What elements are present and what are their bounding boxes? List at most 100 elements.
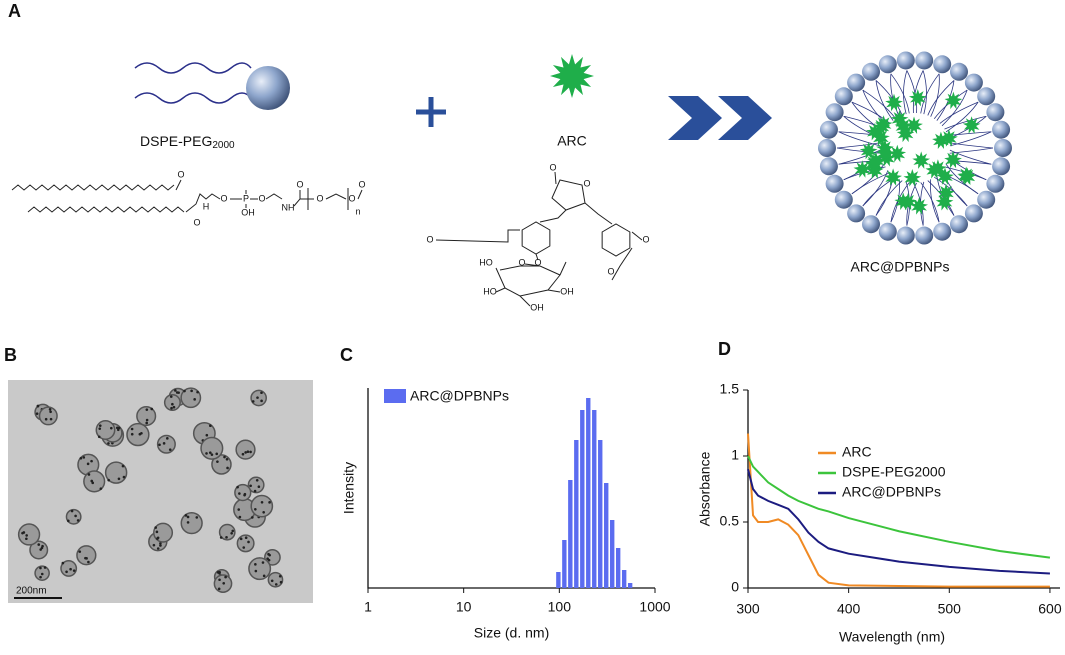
particle-dot: [74, 514, 77, 518]
atom-label: O: [177, 169, 184, 179]
x-axis-label: Size (d. nm): [474, 625, 549, 641]
np-tail: [906, 70, 918, 114]
particle-dot: [49, 417, 53, 421]
np-head: [862, 62, 880, 81]
np-tail: [862, 170, 889, 207]
np-star: [944, 150, 962, 169]
bar: [615, 548, 621, 588]
np-head: [964, 73, 983, 92]
particle-dot: [98, 424, 102, 427]
np-tail: [944, 115, 987, 130]
np-tail: [851, 163, 885, 195]
atom-label: O: [549, 162, 556, 172]
np-tail: [875, 80, 903, 116]
particle: [136, 406, 157, 427]
particle-dot: [121, 464, 125, 468]
particle-dot: [87, 473, 91, 476]
np-head: [950, 62, 968, 81]
np-head: [933, 222, 952, 241]
particle-dot: [79, 456, 83, 460]
np-star: [859, 141, 878, 160]
particle: [60, 559, 78, 577]
particle-dot: [69, 567, 72, 571]
np-tail: [949, 149, 992, 165]
particle-dot: [44, 417, 48, 421]
particle-dot: [78, 550, 82, 553]
panel-label: C: [340, 345, 353, 365]
particle-dot: [242, 546, 246, 549]
particle-dot: [262, 574, 266, 578]
particle-dot: [169, 395, 173, 398]
np-tail: [927, 80, 955, 116]
np-star: [853, 160, 872, 178]
particle-dot: [49, 410, 52, 414]
particle-dot: [150, 407, 154, 411]
series-line: [747, 455, 1051, 559]
panel-label: D: [718, 339, 731, 359]
particle-dot: [216, 460, 219, 463]
particle-dot: [279, 580, 283, 584]
tem-image: [8, 380, 313, 603]
particle-dot: [208, 451, 212, 454]
particle-dot: [260, 500, 264, 504]
np-star: [885, 93, 903, 112]
particle-dot: [196, 390, 199, 394]
particle-dot: [67, 519, 70, 523]
np-head: [992, 120, 1011, 139]
particle-dot: [145, 408, 149, 411]
atom-label: HO: [479, 257, 493, 267]
particle: [235, 439, 256, 460]
particle-dot: [268, 501, 271, 504]
particle-dot: [86, 462, 90, 466]
x-tick-label: 400: [837, 601, 861, 617]
particle-dot: [253, 489, 257, 493]
particle-dot: [107, 478, 110, 482]
particle-dot: [39, 575, 42, 579]
scale-bar-label: 200nm: [16, 586, 47, 597]
particle-dot: [159, 542, 162, 545]
np-tail: [949, 142, 994, 149]
np-star: [935, 193, 954, 211]
np-head: [825, 103, 844, 122]
particle-dot: [246, 450, 250, 453]
atom-label: O: [534, 257, 541, 267]
particle-dot: [225, 536, 228, 539]
particle-dot: [48, 408, 52, 411]
particle-dot: [195, 516, 199, 519]
np-tail: [922, 70, 927, 115]
np-head: [834, 190, 853, 209]
particle: [218, 523, 236, 541]
bar: [556, 572, 561, 588]
np-star: [908, 89, 927, 107]
y-tick-label: 0.5: [720, 513, 740, 529]
np-head: [819, 157, 838, 176]
atom-label: O: [316, 193, 323, 203]
x-tick-label: 1000: [639, 599, 670, 615]
particle-dot: [155, 530, 159, 534]
np-star: [944, 91, 963, 110]
particle-dot: [184, 514, 188, 517]
atom-label: O: [642, 234, 649, 244]
np-head: [834, 87, 853, 106]
particle-dot: [223, 455, 226, 459]
particle-dot: [205, 452, 208, 455]
chain: [11, 184, 175, 191]
bar: [574, 440, 579, 588]
np-star: [958, 167, 977, 186]
np-star: [888, 144, 907, 163]
particle-dot: [224, 575, 227, 579]
particle-dot: [215, 452, 219, 456]
x-tick-label: 300: [736, 601, 760, 617]
atom-label: O: [583, 178, 590, 188]
particle-dot: [72, 569, 76, 572]
particle-dot: [122, 475, 126, 479]
np-star: [912, 151, 931, 169]
particle-dot: [115, 426, 119, 430]
atom-label: H: [203, 201, 210, 211]
x-axis-label: Wavelength (nm): [839, 629, 945, 645]
particle-dot: [186, 515, 190, 519]
particle-dot: [250, 516, 254, 519]
particle-dot: [156, 536, 160, 540]
particle-dot: [90, 459, 93, 463]
